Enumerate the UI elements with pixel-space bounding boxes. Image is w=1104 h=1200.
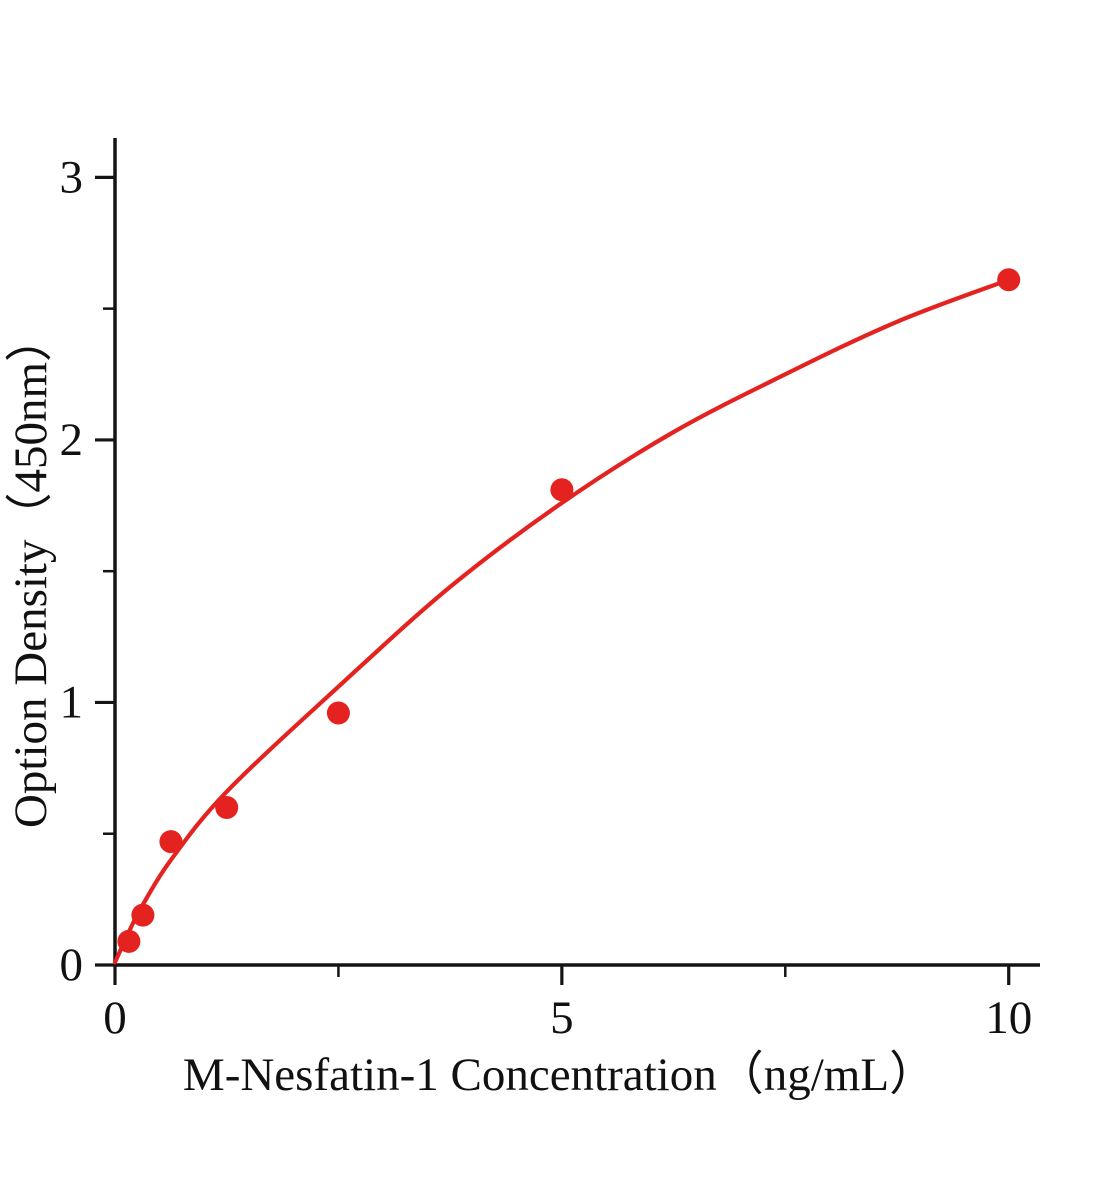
- x-tick-label: 10: [985, 992, 1032, 1044]
- data-point: [159, 830, 183, 854]
- y-axis-label: Option Density（450nm）: [5, 315, 57, 828]
- y-tick-label: 3: [60, 151, 84, 203]
- data-point: [131, 903, 155, 927]
- x-tick-label: 0: [103, 992, 127, 1044]
- data-point: [997, 268, 1021, 292]
- x-axis-label: M-Nesfatin-1 Concentration（ng/mL）: [183, 1049, 936, 1101]
- data-point: [550, 478, 574, 502]
- data-point: [117, 929, 141, 953]
- y-tick-label: 1: [60, 676, 84, 728]
- fit-line: [112, 277, 1011, 965]
- data-point: [215, 796, 239, 819]
- data-point: [326, 701, 350, 725]
- y-tick-label: 0: [60, 939, 84, 991]
- y-tick-label: 2: [60, 414, 84, 466]
- x-tick-label: 5: [550, 992, 574, 1044]
